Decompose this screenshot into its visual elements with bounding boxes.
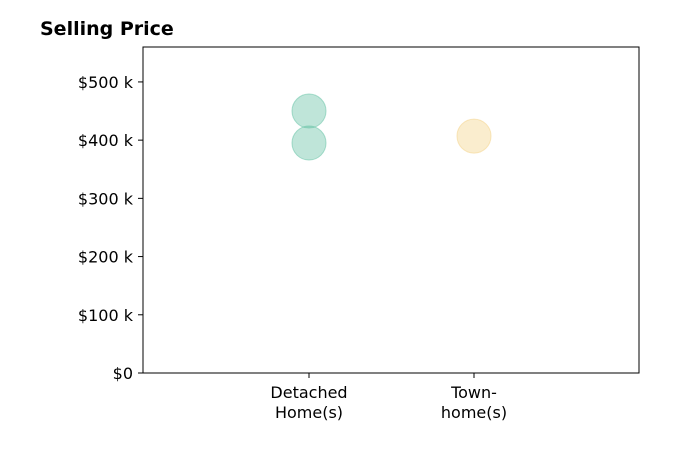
x-tick-label-line: Town- bbox=[450, 383, 497, 402]
x-tick-label: Town-home(s) bbox=[441, 383, 507, 422]
y-tick-label: $400 k bbox=[78, 131, 134, 150]
data-point bbox=[291, 93, 327, 129]
data-point bbox=[291, 125, 327, 161]
y-tick-label: $0 bbox=[113, 364, 133, 383]
x-tick-label-line: Home(s) bbox=[275, 403, 343, 422]
x-tick-label-line: Detached bbox=[270, 383, 347, 402]
y-tick-label: $100 k bbox=[78, 306, 134, 325]
y-tick-label: $300 k bbox=[78, 189, 134, 208]
chart-title: Selling Price bbox=[40, 18, 174, 40]
data-points bbox=[291, 93, 492, 161]
x-tick-label-line: home(s) bbox=[441, 403, 507, 422]
plot-frame bbox=[142, 46, 640, 374]
y-axis: $0 $100 k $200 k $300 k $400 k $500 k bbox=[78, 73, 143, 383]
x-axis: Detached Home(s) Town-home(s) bbox=[270, 373, 507, 422]
y-tick-label: $500 k bbox=[78, 73, 134, 92]
data-point bbox=[456, 118, 492, 154]
y-tick-label: $200 k bbox=[78, 248, 134, 267]
x-tick-label: Detached Home(s) bbox=[270, 383, 347, 422]
